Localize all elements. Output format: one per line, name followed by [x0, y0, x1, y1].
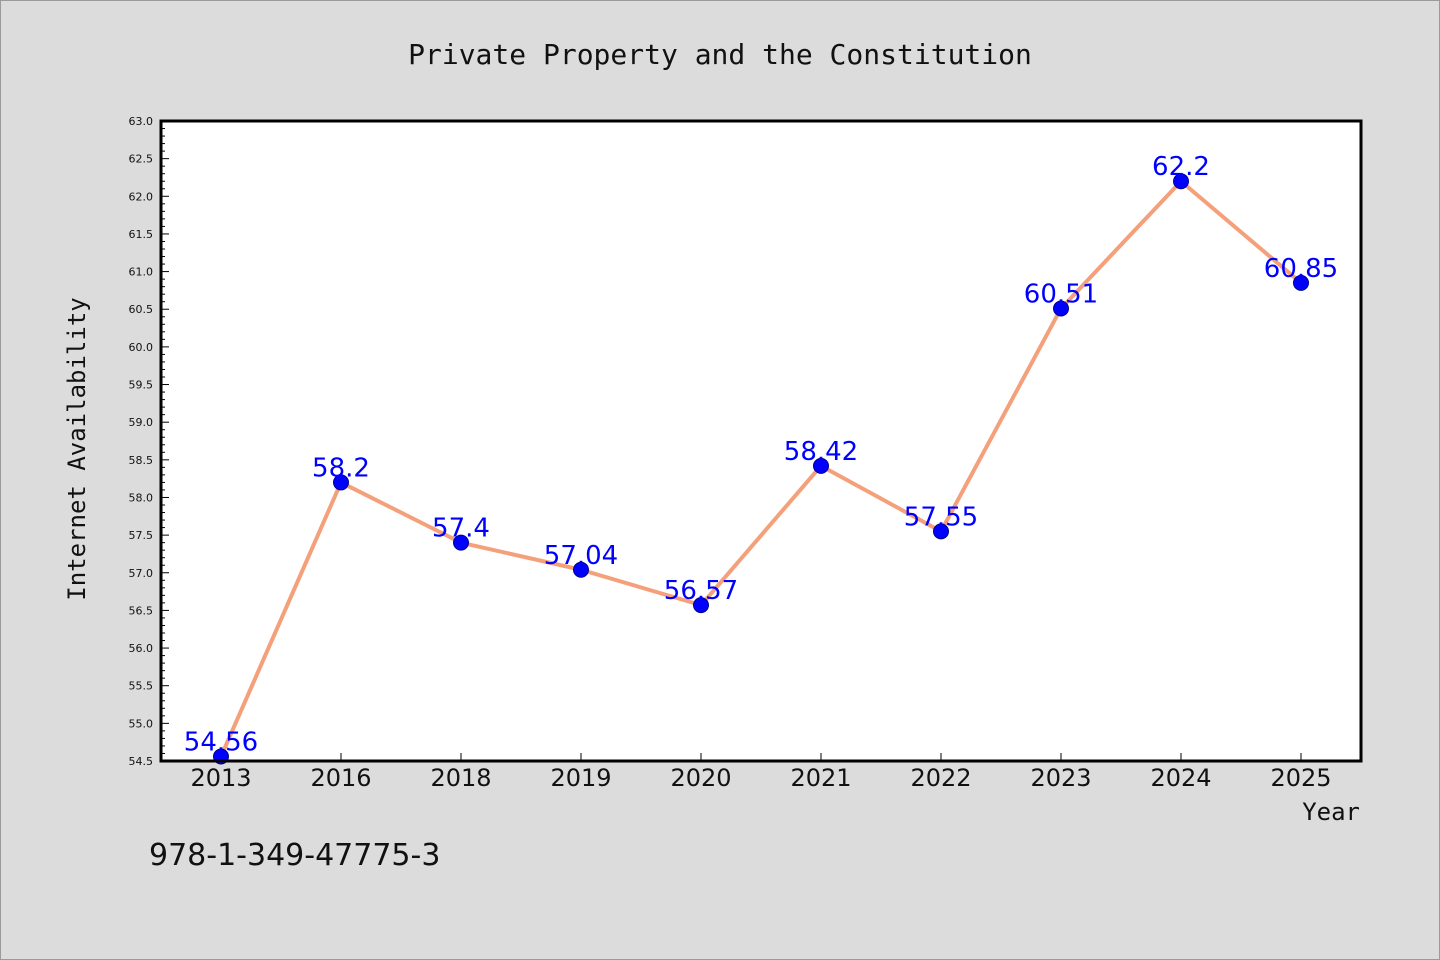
data-label: 54.56 — [184, 727, 258, 757]
y-tick-label: 59.0 — [129, 416, 154, 429]
y-tick-label: 57.0 — [129, 567, 154, 580]
x-tick-label: 2024 — [1150, 764, 1211, 792]
y-tick-label: 62.5 — [129, 153, 154, 166]
x-axis: 2013 2016 2018 2019 2020 2021 2022 2023 2024 2025 — [190, 753, 1332, 792]
y-axis-label: Internet Availability — [63, 297, 91, 600]
data-label: 60.51 — [1024, 279, 1098, 309]
x-tick-label: 2021 — [790, 764, 851, 792]
data-label: 60.85 — [1264, 254, 1338, 284]
x-tick-label: 2020 — [670, 764, 731, 792]
x-tick-label: 2023 — [1030, 764, 1091, 792]
y-tick-label: 63.0 — [129, 115, 154, 128]
data-label: 58.2 — [312, 453, 370, 483]
data-point — [1293, 274, 1309, 291]
data-point — [693, 597, 709, 614]
data-label: 56.57 — [664, 576, 738, 606]
data-point — [933, 523, 949, 540]
data-label: 57.04 — [544, 541, 618, 571]
x-tick-label: 2018 — [430, 764, 491, 792]
y-tick-label: 61.0 — [129, 266, 154, 279]
y-tick-label: 56.0 — [129, 642, 154, 655]
data-point — [573, 561, 589, 578]
x-tick-label: 2016 — [310, 764, 371, 792]
y-tick-label: 54.5 — [129, 755, 154, 768]
data-point — [1173, 173, 1189, 190]
y-tick-label: 59.5 — [129, 379, 154, 392]
y-axis: 54.5 55.0 55.5 56.0 56.5 57.0 57.5 58.0 58.5 59.0… — [129, 115, 169, 768]
x-tick-label: 2013 — [190, 764, 251, 792]
plot-frame — [159, 119, 1363, 763]
data-label: 62.2 — [1152, 152, 1210, 182]
data-point — [1053, 300, 1069, 317]
isbn-footnote: 978-1-349-47775-3 — [149, 838, 440, 873]
y-tick-label: 60.0 — [129, 341, 154, 354]
data-label: 57.55 — [904, 502, 978, 532]
y-tick-label: 55.5 — [129, 680, 154, 693]
y-tick-label: 60.5 — [129, 303, 154, 316]
y-tick-label: 62.0 — [129, 190, 154, 203]
x-tick-label: 2019 — [550, 764, 611, 792]
x-tick-label: 2025 — [1270, 764, 1331, 792]
y-tick-label: 58.5 — [129, 454, 154, 467]
data-point — [813, 457, 829, 474]
y-tick-label: 56.5 — [129, 604, 154, 617]
y-tick-label: 58.0 — [129, 491, 154, 504]
series-line — [219, 179, 1303, 758]
data-point — [453, 534, 469, 551]
plot-area — [161, 121, 1361, 761]
y-tick-label: 57.5 — [129, 529, 154, 542]
data-point — [333, 474, 349, 491]
y-tick-label: 55.0 — [129, 717, 154, 730]
data-label: 57.4 — [432, 514, 490, 544]
series-group: 54.56 58.2 57.4 57.04 56.57 58.42 57.55 60.51 62… — [184, 152, 1338, 765]
x-axis-label: Year — [1302, 798, 1360, 826]
data-label: 58.42 — [784, 437, 858, 467]
x-tick-label: 2022 — [910, 764, 971, 792]
chart-title: Private Property and the Constitution — [408, 38, 1032, 71]
y-tick-label: 61.5 — [129, 228, 154, 241]
